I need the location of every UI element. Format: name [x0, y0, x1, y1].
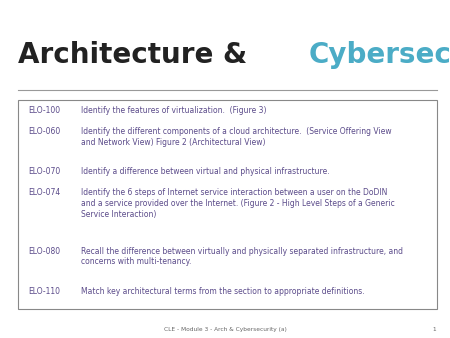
Text: 1: 1 — [433, 327, 436, 332]
Text: ELO-060: ELO-060 — [28, 127, 60, 136]
Text: ELO-070: ELO-070 — [28, 167, 60, 176]
Text: Architecture &: Architecture & — [18, 41, 257, 69]
Text: Recall the difference between virtually and physically separated infrastructure,: Recall the difference between virtually … — [81, 247, 403, 266]
FancyBboxPatch shape — [18, 100, 436, 309]
Text: ELO-110: ELO-110 — [28, 287, 60, 296]
Text: Identify a difference between virtual and physical infrastructure.: Identify a difference between virtual an… — [81, 167, 329, 176]
Text: ELO-080: ELO-080 — [28, 247, 60, 256]
Text: Identify the 6 steps of Internet service interaction between a user on the DoDIN: Identify the 6 steps of Internet service… — [81, 188, 395, 219]
Text: Cybersecurity: Cybersecurity — [309, 41, 450, 69]
Text: ELO-100: ELO-100 — [28, 106, 60, 115]
Text: Identify the different components of a cloud architecture.  (Service Offering Vi: Identify the different components of a c… — [81, 127, 392, 147]
Text: ELO-074: ELO-074 — [28, 188, 60, 197]
Text: Match key architectural terms from the section to appropriate definitions.: Match key architectural terms from the s… — [81, 287, 365, 296]
Text: Identify the features of virtualization.  (Figure 3): Identify the features of virtualization.… — [81, 106, 266, 115]
Text: CLE - Module 3 - Arch & Cybersecurity (a): CLE - Module 3 - Arch & Cybersecurity (a… — [163, 327, 287, 332]
